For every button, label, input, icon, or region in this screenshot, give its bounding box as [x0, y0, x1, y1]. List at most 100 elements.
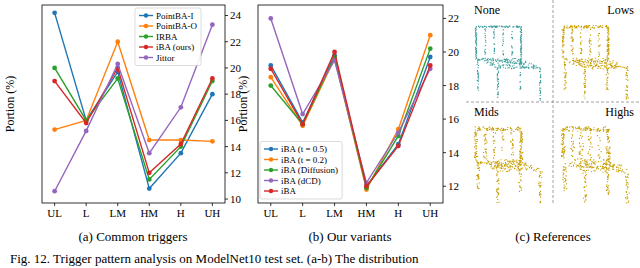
- plot-frame: [258, 5, 443, 203]
- x-tick-label: H: [177, 207, 185, 219]
- series-marker: [268, 66, 273, 71]
- series-marker: [178, 142, 183, 147]
- series-marker: [147, 170, 152, 175]
- y-tick-label: 16: [448, 113, 460, 125]
- legend-marker: [269, 147, 273, 151]
- reference-label: None: [474, 3, 500, 17]
- series-marker: [428, 63, 433, 68]
- x-tick: [302, 203, 303, 206]
- point-cloud: [561, 25, 628, 100]
- legend: PointBA-IPointBA-OIRBAiBA (ours)Jittor: [135, 8, 201, 66]
- legend-marker: [144, 13, 148, 17]
- figure: 1012141618202224ULLLMHMHUHPortion (%)Poi…: [0, 0, 640, 268]
- series-marker: [52, 66, 57, 71]
- y-tick-label: 14: [230, 141, 242, 153]
- y-tick: [443, 85, 446, 86]
- point-cloud: [475, 25, 541, 100]
- legend-item: iBA (t = 0.2): [264, 155, 327, 165]
- series-line: [55, 68, 213, 173]
- series-line: [55, 25, 213, 192]
- series-marker: [115, 39, 120, 44]
- y-tick: [443, 18, 446, 19]
- x-tick-label: LM: [326, 207, 343, 219]
- y-tick-label: 20: [448, 46, 460, 58]
- series-marker: [147, 138, 152, 143]
- y-tick: [443, 51, 446, 52]
- point-cloud: [474, 126, 543, 203]
- figure-caption: Fig. 12. Trigger pattern analysis on Mod…: [10, 251, 419, 266]
- y-tick-label: 22: [230, 36, 241, 48]
- series-marker: [300, 122, 305, 127]
- y-tick: [225, 146, 228, 147]
- series-marker: [178, 105, 183, 110]
- x-tick: [149, 203, 150, 206]
- subcaption: (c) References: [515, 229, 590, 244]
- reference-label: Highs: [605, 105, 634, 119]
- y-tick: [225, 67, 228, 68]
- legend-marker: [144, 24, 148, 28]
- series-marker: [147, 186, 152, 191]
- x-tick-label: LM: [109, 207, 126, 219]
- legend-label: iBA (t = 0.5): [281, 144, 327, 154]
- x-tick-label: UH: [422, 207, 438, 219]
- y-tick-label: 12: [230, 167, 241, 179]
- x-tick: [212, 203, 213, 206]
- legend-marker: [269, 178, 273, 182]
- series-line: [55, 68, 213, 179]
- x-tick-label: UL: [47, 207, 62, 219]
- subcaption: (a) Common triggers: [78, 229, 187, 244]
- series-marker: [364, 184, 369, 189]
- y-tick: [443, 186, 446, 187]
- x-tick: [334, 203, 335, 206]
- y-tick: [225, 199, 228, 200]
- legend-label: iBA: [281, 186, 297, 196]
- series-marker: [210, 76, 215, 81]
- series-marker: [332, 50, 337, 55]
- plot-frame: [42, 5, 225, 203]
- y-tick: [443, 119, 446, 120]
- chart-panel: 121416182022ULLLMHMHUHPortion (%)iBA (t …: [236, 5, 460, 244]
- y-tick: [225, 172, 228, 173]
- y-tick: [225, 120, 228, 121]
- series-marker: [52, 79, 57, 84]
- legend-label: iBA (t = 0.2): [281, 155, 327, 165]
- y-tick-label: 18: [448, 80, 460, 92]
- point-cloud: [561, 126, 630, 204]
- y-tick: [443, 152, 446, 153]
- series-marker: [268, 83, 273, 88]
- x-tick-label: HM: [358, 207, 376, 219]
- y-tick: [225, 15, 228, 16]
- subcaption: (b) Our variants: [308, 229, 391, 244]
- legend-marker: [144, 55, 148, 59]
- legend-label: Jittor: [156, 53, 175, 63]
- y-tick-label: 22: [448, 12, 459, 24]
- series-marker: [210, 139, 215, 144]
- legend-label: iBA (dCD): [281, 176, 321, 186]
- series-marker: [52, 127, 57, 132]
- y-tick-label: 20: [230, 62, 242, 74]
- y-tick: [225, 94, 228, 95]
- x-tick: [86, 203, 87, 206]
- y-tick-label: 10: [230, 193, 242, 205]
- series-marker: [396, 144, 401, 149]
- legend-box: [135, 8, 201, 66]
- legend-item: iBA (Diffusion): [264, 165, 338, 175]
- legend-marker: [144, 34, 148, 38]
- series-marker: [396, 130, 401, 135]
- reference-label: Mids: [474, 105, 499, 119]
- x-tick: [270, 203, 271, 206]
- legend-marker: [269, 189, 273, 193]
- x-tick: [117, 203, 118, 206]
- series-marker: [52, 189, 57, 194]
- series-marker: [268, 16, 273, 21]
- series-marker: [178, 151, 183, 156]
- series-marker: [268, 75, 273, 80]
- legend-label: iBA (ours): [156, 42, 194, 52]
- legend-item: IRBA: [139, 32, 178, 42]
- x-tick-label: L: [83, 207, 90, 219]
- data-group: [268, 16, 432, 192]
- references-panel: NoneLowsMidsHighs(c) References: [466, 0, 640, 244]
- legend-marker: [144, 45, 148, 49]
- series-marker: [210, 22, 215, 27]
- x-tick: [398, 203, 399, 206]
